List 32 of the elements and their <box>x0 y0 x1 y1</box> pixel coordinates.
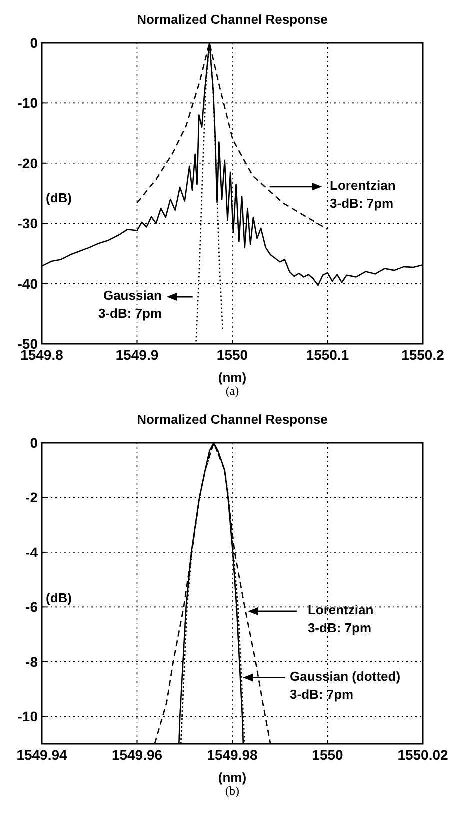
x-axis-title: (nm) <box>218 370 247 385</box>
y-tick-label: -8 <box>26 654 38 670</box>
x-tick-label: 1550.1 <box>306 347 350 363</box>
text: (a) <box>226 384 240 398</box>
x-tick-label: 1549.96 <box>112 747 163 763</box>
chart-title: Normalized Channel Response <box>137 12 328 27</box>
y-tick-label: -4 <box>26 544 38 560</box>
annotation: Lorentzian 3-dB: 7pm <box>330 178 396 211</box>
y-tick-label: 0 <box>30 35 38 51</box>
y-axis-title: (dB) <box>46 190 72 206</box>
y-tick-label: -20 <box>18 155 38 172</box>
x-tick-label: 1550.02 <box>398 747 449 763</box>
y-tick-label: -2 <box>26 490 38 506</box>
y-tick-label: 0 <box>30 435 38 451</box>
y-tick-label: -40 <box>18 276 38 292</box>
annotation: Gaussian (dotted) 3-dB: 7pm <box>290 668 401 702</box>
x-axis-title: (nm) <box>218 770 247 785</box>
y-tick-label: -10 <box>18 708 38 725</box>
y-axis-title: (dB) <box>46 590 72 606</box>
x-tick-label: 1550.2 <box>402 347 445 363</box>
x-tick-label: 1549.98 <box>207 747 258 763</box>
x-tick-label: 1550 <box>216 347 248 363</box>
annotation: Lorentzian 3-dB: 7pm <box>308 602 374 636</box>
text: (b) <box>226 784 240 798</box>
y-tick-label: -30 <box>18 216 38 232</box>
x-tick-label: 1549.9 <box>116 347 159 363</box>
chart-title: Normalized Channel Response <box>137 412 328 427</box>
x-tick-label: 1549.94 <box>16 747 68 763</box>
x-tick-label: 1550 <box>312 747 344 763</box>
annotation: Gaussian 3-dB: 7pm <box>98 288 162 322</box>
y-tick-label: -10 <box>18 95 38 112</box>
y-tick-label: -6 <box>26 599 38 616</box>
